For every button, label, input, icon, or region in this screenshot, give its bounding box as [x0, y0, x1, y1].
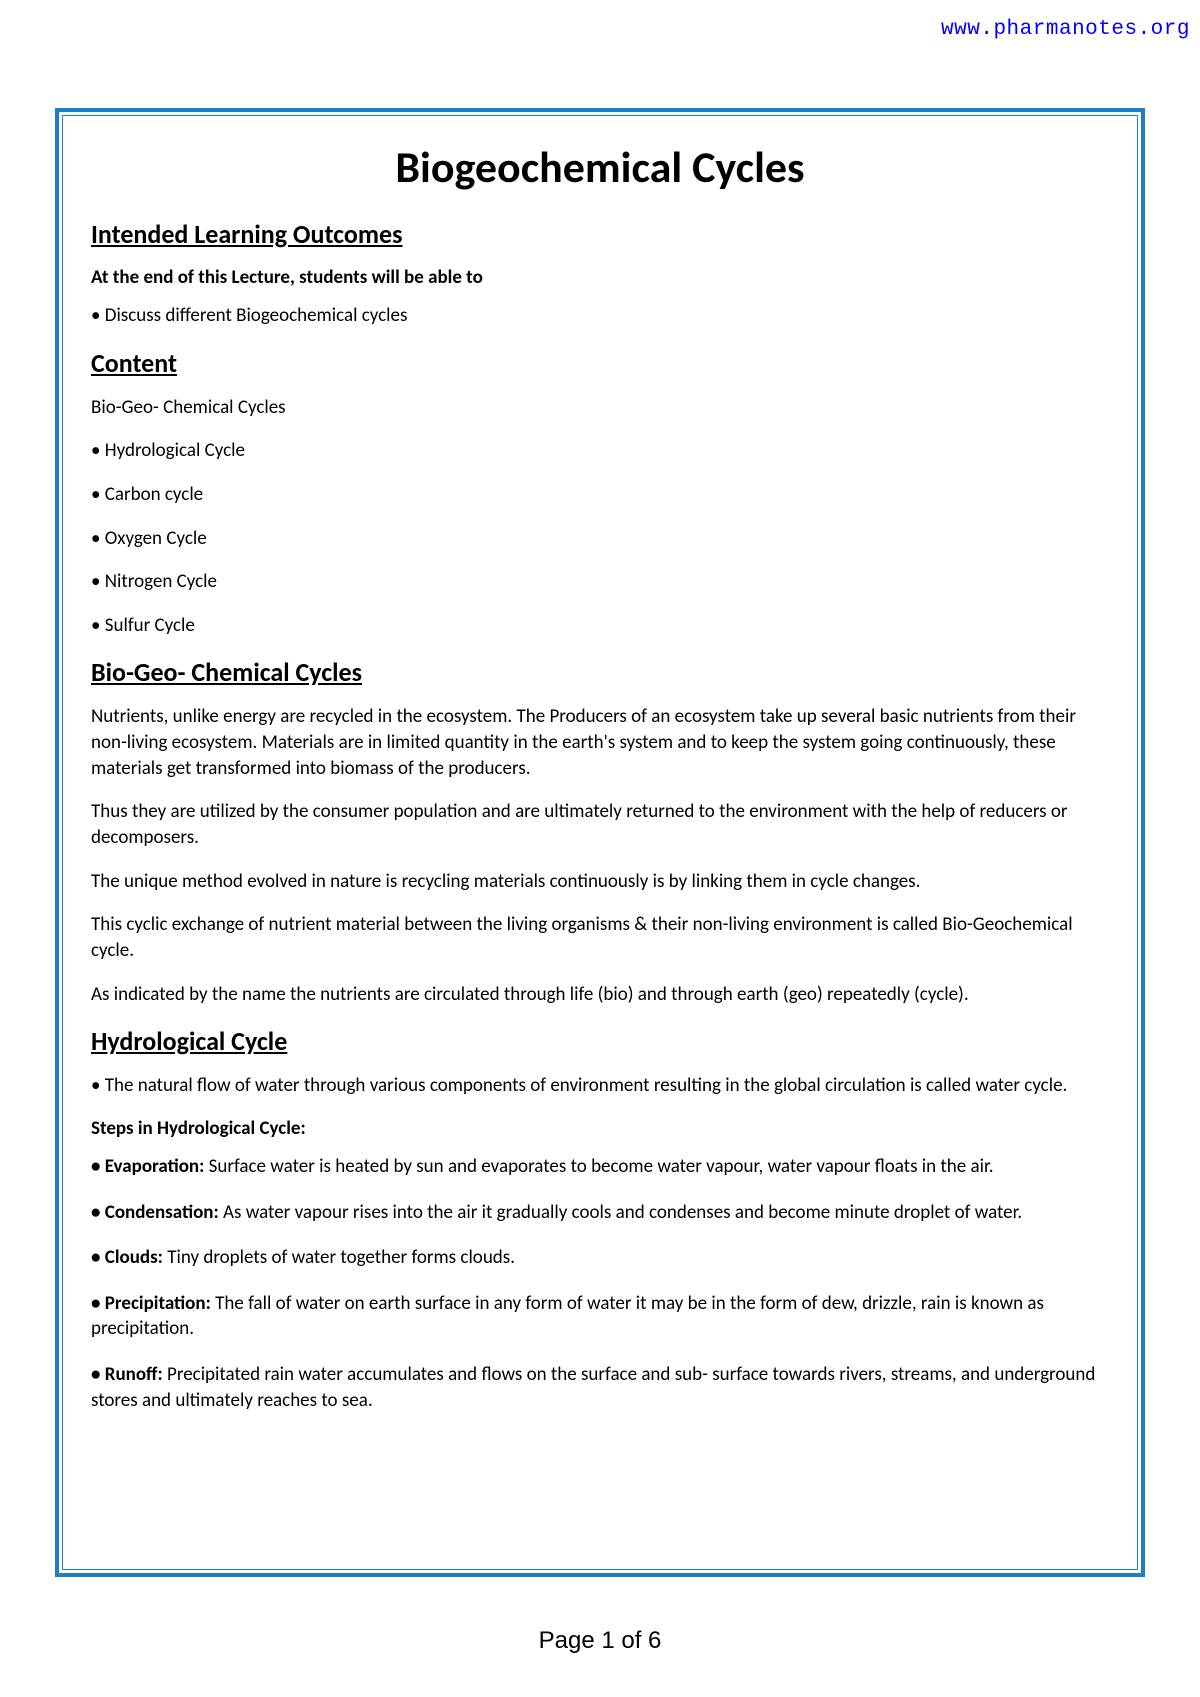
- hydro-step-0-text: Surface water is heated by sun and evapo…: [204, 1155, 993, 1178]
- hydro-heading: Hydrological Cycle: [91, 1025, 1109, 1057]
- content-item-0: • Hydrological Cycle: [91, 438, 1109, 464]
- outcomes-heading: Intended Learning Outcomes: [91, 218, 1109, 250]
- biogeo-p2: Thus they are utilized by the consumer p…: [91, 799, 1109, 850]
- content-item-3: • Nitrogen Cycle: [91, 569, 1109, 595]
- page-outer-border: Biogeochemical Cycles Intended Learning …: [55, 108, 1145, 1577]
- content-heading: Content: [91, 347, 1109, 379]
- hydro-step-2-label: • Clouds:: [91, 1246, 163, 1269]
- content-intro: Bio-Geo- Chemical Cycles: [91, 395, 1109, 421]
- outcomes-intro: At the end of this Lecture, students wil…: [91, 266, 1109, 289]
- hydro-step-2: • Clouds: Tiny droplets of water togethe…: [91, 1245, 1109, 1271]
- hydro-step-3: • Precipitation: The fall of water on ea…: [91, 1291, 1109, 1342]
- content-item-4: • Sulfur Cycle: [91, 613, 1109, 639]
- hydro-p1: • The natural flow of water through vari…: [91, 1073, 1109, 1099]
- content-item-1: • Carbon cycle: [91, 482, 1109, 508]
- hydro-steps-heading: Steps in Hydrological Cycle:: [91, 1117, 1109, 1140]
- hydro-step-0-label: • Evaporation:: [91, 1155, 204, 1178]
- header-url: www.pharmanotes.org: [941, 18, 1190, 41]
- biogeo-p1: Nutrients, unlike energy are recycled in…: [91, 704, 1109, 781]
- biogeo-p3: The unique method evolved in nature is r…: [91, 869, 1109, 895]
- hydro-step-3-label: • Precipitation:: [91, 1292, 211, 1315]
- hydro-step-1-text: As water vapour rises into the air it gr…: [219, 1201, 1022, 1224]
- biogeo-p4: This cyclic exchange of nutrient materia…: [91, 912, 1109, 963]
- hydro-step-1-label: • Condensation:: [91, 1201, 219, 1224]
- biogeo-heading: Bio-Geo- Chemical Cycles: [91, 656, 1109, 688]
- hydro-step-1: • Condensation: As water vapour rises in…: [91, 1200, 1109, 1226]
- biogeo-p5: As indicated by the name the nutrients a…: [91, 982, 1109, 1008]
- hydro-step-4-label: • Runoff:: [91, 1363, 163, 1386]
- page-inner-border: Biogeochemical Cycles Intended Learning …: [62, 115, 1138, 1570]
- hydro-step-4-text: Precipitated rain water accumulates and …: [91, 1363, 1095, 1412]
- content-item-2: • Oxygen Cycle: [91, 526, 1109, 552]
- hydro-step-3-text: The fall of water on earth surface in an…: [91, 1292, 1044, 1341]
- page-footer: Page 1 of 6: [0, 1627, 1200, 1655]
- hydro-step-2-text: Tiny droplets of water together forms cl…: [163, 1246, 515, 1269]
- outcomes-bullet: • Discuss different Biogeochemical cycle…: [91, 303, 1109, 329]
- hydro-step-0: • Evaporation: Surface water is heated b…: [91, 1154, 1109, 1180]
- hydro-step-4: • Runoff: Precipitated rain water accumu…: [91, 1362, 1109, 1413]
- document-title: Biogeochemical Cycles: [91, 140, 1109, 194]
